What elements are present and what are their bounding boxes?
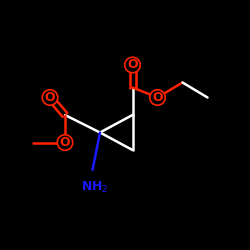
Text: O: O	[60, 136, 70, 149]
Text: O: O	[127, 58, 138, 71]
Text: O: O	[45, 91, 55, 104]
Text: NH$_2$: NH$_2$	[81, 180, 109, 195]
Text: O: O	[152, 91, 163, 104]
